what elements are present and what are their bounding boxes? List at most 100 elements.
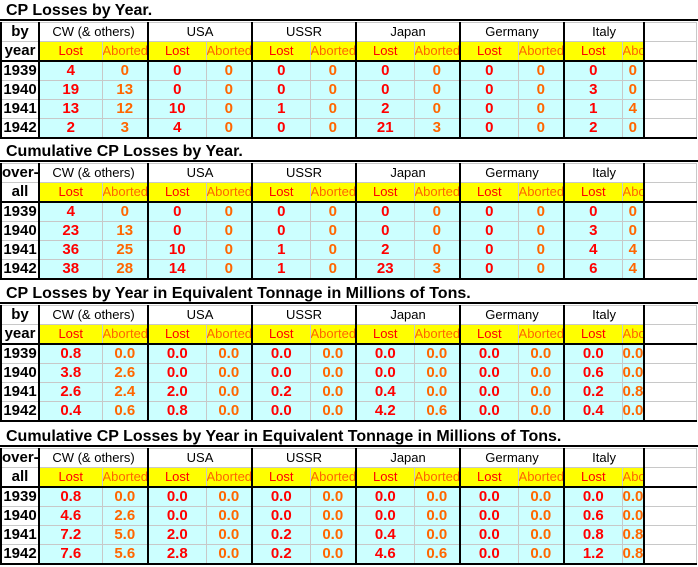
aborted-column-header: Aborted: [517, 41, 566, 62]
aborted-value-cell: 0: [309, 99, 358, 119]
aborted-column-header: Aborted: [621, 324, 646, 345]
lost-value-cell: 0: [459, 201, 519, 222]
aborted-value-cell: 0: [621, 118, 646, 139]
lost-column-header: Lost: [459, 467, 519, 488]
year-cell: 1941: [0, 240, 40, 260]
table-row: 1940 4.6 2.6 0.0 0.0 0.0 0.0 0.0 0.0 0.0 0.0 0.6 0.0: [0, 506, 698, 526]
country-header-row: over- CW (& others) USA USSR Japan Germany Ita…: [0, 448, 698, 468]
lost-column-header: Lost: [563, 182, 623, 203]
lost-value-cell: 1.2: [563, 544, 623, 565]
lost-column-header: Lost: [38, 41, 103, 62]
country-header: Germany: [459, 163, 566, 183]
lost-value-cell: 0: [459, 118, 519, 139]
lost-value-cell: 1: [251, 240, 311, 260]
table-row: 1942 38 28 14 0 1 0 23 3 0 0 6 4: [0, 259, 698, 280]
country-header: USA: [146, 22, 254, 42]
aborted-value-cell: 0: [309, 201, 358, 222]
aborted-value-cell: 0.8: [621, 382, 646, 402]
aborted-value-cell: 0.0: [205, 363, 254, 383]
country-header: Germany: [459, 448, 566, 468]
lost-value-cell: 4.6: [355, 544, 415, 565]
aborted-column-header: Aborted: [413, 467, 462, 488]
table-row: 1941 2.6 2.4 2.0 0.0 0.2 0.0 0.4 0.0 0.0 0.0 0.2 0.8: [0, 382, 698, 402]
lost-value-cell: 0.0: [355, 363, 415, 383]
lost-value-cell: 0.4: [38, 401, 103, 422]
lost-value-cell: 0.2: [251, 382, 311, 402]
aborted-value-cell: 0.0: [101, 343, 149, 364]
lost-value-cell: 0.0: [459, 506, 519, 526]
aborted-column-header: Aborted: [101, 182, 149, 203]
lost-value-cell: 0.0: [355, 506, 415, 526]
country-header: Japan: [355, 305, 462, 325]
country-header: Japan: [355, 163, 462, 183]
aborted-value-cell: 0.0: [413, 486, 462, 507]
aborted-column-header: Aborted: [309, 182, 358, 203]
lost-value-cell: 1: [251, 259, 311, 280]
aborted-value-cell: 0.0: [205, 401, 254, 422]
country-header: Italy: [563, 22, 646, 42]
lost-value-cell: 0.8: [38, 486, 103, 507]
aborted-value-cell: 0: [621, 221, 646, 241]
aborted-value-cell: 0.0: [621, 401, 646, 422]
country-header: USSR: [251, 163, 358, 183]
lost-value-cell: 0: [147, 201, 207, 222]
aborted-column-header: Aborted: [517, 467, 566, 488]
aborted-column-header: Aborted: [413, 182, 462, 203]
lost-value-cell: 0.0: [251, 401, 311, 422]
lost-value-cell: 0.0: [147, 343, 207, 364]
aborted-value-cell: 0.0: [205, 525, 254, 545]
lost-column-header: Lost: [563, 324, 623, 345]
lost-value-cell: 0.0: [355, 343, 415, 364]
aborted-value-cell: 0: [517, 60, 566, 81]
aborted-value-cell: 0: [413, 60, 462, 81]
row-label-bottom: all: [0, 467, 40, 488]
empty-cell: [643, 525, 698, 545]
country-header: USA: [146, 305, 254, 325]
lost-value-cell: 0.0: [251, 363, 311, 383]
aborted-value-cell: 25: [101, 240, 149, 260]
aborted-value-cell: 0.0: [517, 401, 566, 422]
aborted-value-cell: 0: [517, 221, 566, 241]
aborted-value-cell: 5.6: [101, 544, 149, 565]
lost-value-cell: 0.0: [147, 486, 207, 507]
aborted-value-cell: 0.8: [621, 544, 646, 565]
lost-value-cell: 0.6: [563, 363, 623, 383]
aborted-value-cell: 0.0: [309, 363, 358, 383]
lost-value-cell: 0.0: [459, 382, 519, 402]
lost-column-header: Lost: [38, 182, 103, 203]
year-cell: 1940: [0, 80, 40, 100]
lost-column-header: Lost: [355, 182, 415, 203]
aborted-value-cell: 0.0: [413, 525, 462, 545]
lost-column-header: Lost: [459, 41, 519, 62]
country-header: USA: [146, 163, 254, 183]
section-title: Cumulative CP Losses by Year.: [0, 141, 698, 162]
lost-value-cell: 0.0: [459, 486, 519, 507]
aborted-value-cell: 0: [205, 259, 254, 280]
country-header: Italy: [563, 163, 646, 183]
lost-value-cell: 2.8: [147, 544, 207, 565]
aborted-column-header: Aborted: [621, 467, 646, 488]
lost-value-cell: 19: [38, 80, 103, 100]
empty-cell: [643, 259, 698, 280]
lost-column-header: Lost: [355, 41, 415, 62]
aborted-value-cell: 0.8: [621, 525, 646, 545]
lost-value-cell: 1: [251, 99, 311, 119]
lost-value-cell: 2: [355, 99, 415, 119]
aborted-column-header: Aborted: [413, 41, 462, 62]
aborted-value-cell: 3: [413, 118, 462, 139]
aborted-value-cell: 0: [621, 80, 646, 100]
aborted-value-cell: 0.0: [413, 363, 462, 383]
lost-value-cell: 7.6: [38, 544, 103, 565]
aborted-value-cell: 4: [621, 259, 646, 280]
lost-value-cell: 0.0: [459, 401, 519, 422]
aborted-value-cell: 0.0: [309, 486, 358, 507]
year-cell: 1941: [0, 525, 40, 545]
lost-value-cell: 4: [147, 118, 207, 139]
aborted-value-cell: 0: [309, 221, 358, 241]
lost-value-cell: 0: [459, 259, 519, 280]
country-header: Germany: [459, 305, 566, 325]
lost-value-cell: 13: [38, 99, 103, 119]
lost-value-cell: 7.2: [38, 525, 103, 545]
aborted-value-cell: 3: [413, 259, 462, 280]
table-row: 1942 2 3 4 0 0 0 21 3 0 0 2 0: [0, 118, 698, 139]
